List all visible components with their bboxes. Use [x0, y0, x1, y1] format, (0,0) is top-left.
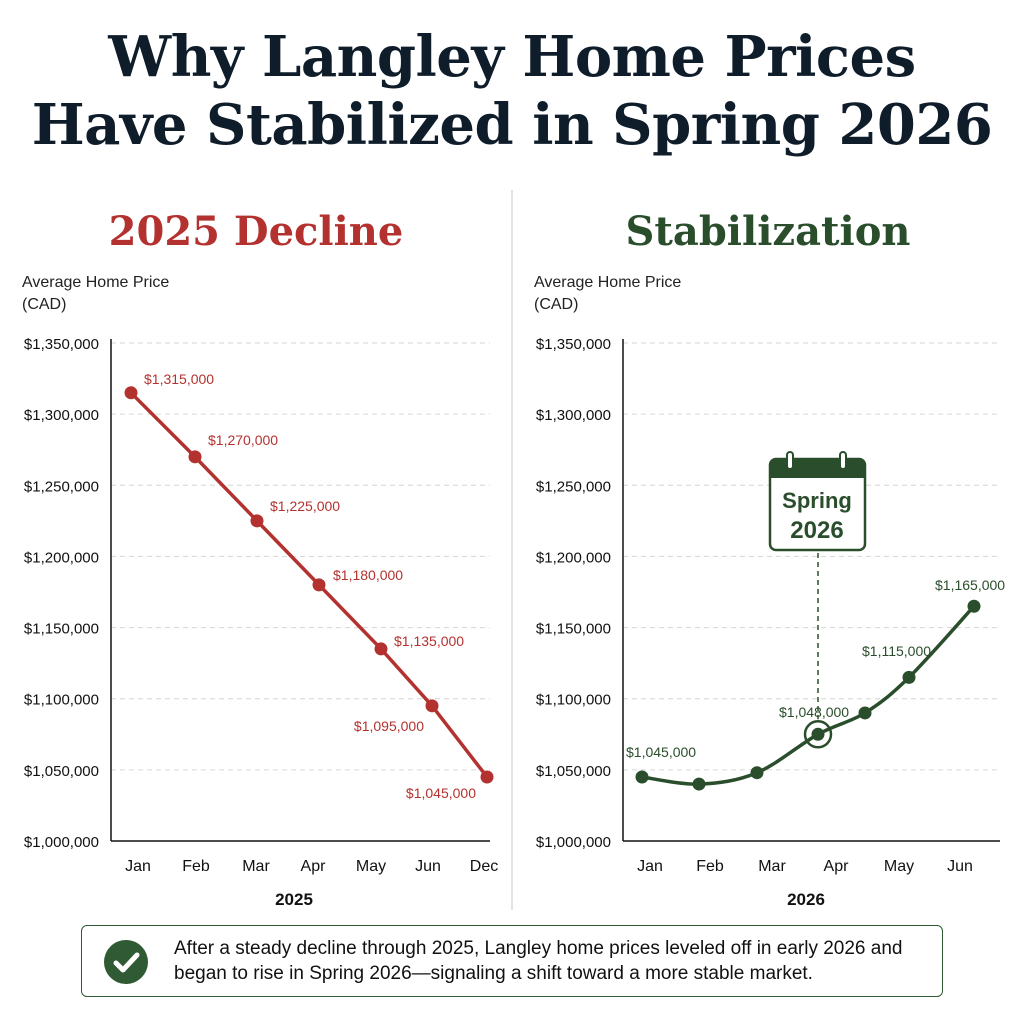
calendar-ring-left — [786, 451, 794, 470]
left-data-label: $1,095,000 — [354, 718, 424, 734]
right-ytick-label: $1,250,000 — [536, 478, 611, 495]
right-data-point — [967, 599, 981, 613]
left-data-label: $1,270,000 — [208, 432, 278, 448]
left-ytick-label: $1,050,000 — [24, 763, 99, 780]
left-xtick-label: Jan — [125, 858, 151, 875]
summary-text: After a steady decline through 2025, Lan… — [174, 938, 903, 984]
left-data-label: $1,225,000 — [270, 498, 340, 514]
left-ylabel: Average Home Price (CAD) — [22, 272, 169, 316]
right-ylabel-line1: Average Home Price — [534, 274, 682, 291]
check-icon — [104, 940, 148, 984]
right-data-label: $1,048,000 — [779, 704, 849, 720]
right-data-point — [750, 766, 764, 780]
left-data-point — [480, 770, 494, 784]
left-xtick-label: May — [356, 858, 386, 875]
right-ytick-label: $1,150,000 — [536, 621, 611, 638]
right-xtick-label: Jun — [947, 858, 973, 875]
summary-box: After a steady decline through 2025, Lan… — [81, 925, 943, 997]
calendar-header — [770, 459, 865, 478]
left-xtick-label: Feb — [182, 858, 210, 875]
left-ytick-label: $1,150,000 — [24, 621, 99, 638]
right-data-label: $1,045,000 — [626, 744, 696, 760]
page-title-line2: Have Stabilized in Spring 2026 — [31, 92, 993, 158]
right-ytick-label: $1,000,000 — [536, 834, 611, 851]
right-xtick-label: Mar — [758, 858, 786, 875]
left-xtick-label: Jun — [415, 858, 441, 875]
page-title-line1: Why Langley Home Prices — [108, 24, 916, 90]
left-ytick-label: $1,250,000 — [24, 478, 99, 495]
calendar-label-line2: 2026 — [790, 517, 843, 544]
left-ytick-label: $1,300,000 — [24, 407, 99, 424]
left-ytick-label: $1,100,000 — [24, 692, 99, 709]
right-data-point — [635, 770, 649, 784]
spring-highlight-ring — [803, 720, 833, 749]
left-data-point — [425, 699, 439, 713]
right-xtick-label: Apr — [824, 858, 850, 875]
left-ytick-label: $1,350,000 — [24, 336, 99, 353]
right-xtick-label: Feb — [696, 858, 724, 875]
left-xlabel: 2025 — [275, 890, 313, 909]
right-ytick-label: $1,100,000 — [536, 692, 611, 709]
left-data-label: $1,315,000 — [144, 371, 214, 387]
left-data-point — [124, 386, 138, 400]
right-ytick-label: $1,300,000 — [536, 407, 611, 424]
left-data-label: $1,045,000 — [406, 785, 476, 801]
right-data-label: $1,165,000 — [935, 577, 1005, 593]
left-xtick-label: Mar — [242, 858, 270, 875]
right-data-label: $1,115,000 — [862, 643, 931, 659]
right-xtick-label: May — [884, 858, 914, 875]
left-data-point — [250, 514, 264, 528]
right-data-point — [811, 727, 825, 741]
left-ylabel-line1: Average Home Price — [22, 274, 170, 291]
left-data-label: $1,135,000 — [394, 633, 464, 649]
left-ytick-label: $1,000,000 — [24, 834, 99, 851]
calendar-ring-right — [839, 451, 847, 470]
right-ytick-label: $1,200,000 — [536, 549, 611, 566]
right-xtick-label: Jan — [637, 858, 663, 875]
right-ylabel: Average Home Price (CAD) — [534, 272, 681, 316]
left-ylabel-line2: (CAD) — [22, 296, 67, 313]
right-ylabel-line2: (CAD) — [534, 296, 579, 313]
right-data-point — [902, 670, 916, 684]
right-chart-title: Stabilization — [625, 208, 911, 255]
right-data-point — [692, 777, 706, 791]
left-xtick-label: Dec — [470, 858, 498, 875]
panel-divider — [511, 190, 513, 910]
left-ytick-label: $1,200,000 — [24, 549, 99, 566]
left-data-point — [374, 642, 388, 656]
left-data-label: $1,180,000 — [333, 567, 403, 583]
left-data-point — [188, 450, 202, 464]
left-chart-title: 2025 Decline — [108, 208, 404, 255]
left-xtick-label: Apr — [301, 858, 327, 875]
right-ytick-label: $1,350,000 — [536, 336, 611, 353]
right-ytick-label: $1,050,000 — [536, 763, 611, 780]
right-xlabel: 2026 — [787, 890, 825, 909]
left-data-point — [312, 578, 326, 592]
right-data-point — [858, 706, 872, 720]
left-series-line — [129, 391, 489, 779]
calendar-label-line1: Spring — [782, 488, 852, 513]
